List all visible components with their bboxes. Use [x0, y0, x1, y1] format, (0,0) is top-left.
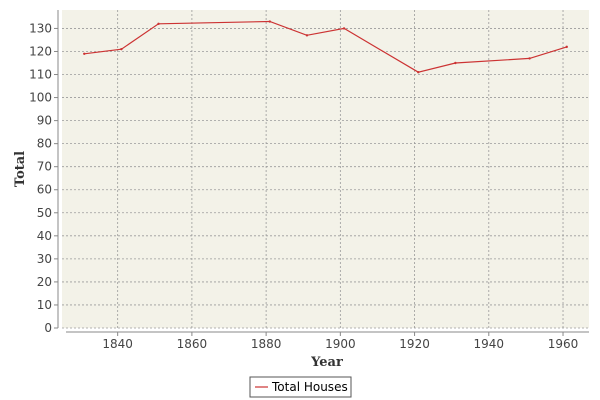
- series-layer: [83, 20, 568, 74]
- y-tick-label: 130: [29, 21, 52, 35]
- y-tick-label: 10: [37, 298, 52, 312]
- data-point: [454, 61, 457, 65]
- x-tick-label: 1860: [177, 337, 208, 351]
- x-tick-label: 1960: [548, 337, 579, 351]
- x-axis-title: Year: [310, 355, 343, 370]
- legend-box: [249, 376, 352, 398]
- x-axis-ticks: 1840 1860 1880 1900 1920 1940 1960: [102, 332, 578, 351]
- x-tick-label: 1880: [251, 337, 282, 351]
- y-tick-label: 110: [29, 68, 52, 82]
- data-point: [268, 20, 272, 23]
- y-tick-label: 30: [37, 252, 52, 266]
- y-axis-title: Total: [13, 151, 28, 187]
- data-point: [528, 57, 531, 60]
- data-point: [83, 52, 86, 55]
- grid-lines: [62, 10, 589, 329]
- x-tick-label: 1900: [325, 337, 356, 351]
- y-tick-label: 0: [44, 321, 52, 335]
- data-point: [120, 47, 123, 51]
- y-tick-label: 80: [37, 137, 52, 151]
- y-axis-ticks: 0 10 20 30 40 50 60 70 80 90 100 110 120 130: [29, 21, 58, 335]
- y-tick-label: 60: [37, 183, 52, 197]
- data-point: [342, 27, 346, 30]
- data-point: [157, 22, 160, 26]
- plot-area: [62, 10, 589, 328]
- y-tick-label: 40: [37, 229, 52, 243]
- legend-label-total-houses: Total Houses: [271, 380, 348, 394]
- data-point: [417, 71, 420, 74]
- axes: [57, 10, 589, 333]
- legend: Total Houses: [249, 376, 352, 398]
- series-line-total-houses: [84, 20, 567, 73]
- x-tick-label: 1920: [399, 337, 430, 351]
- x-tick-label: 1940: [474, 337, 505, 351]
- y-tick-label: 90: [37, 114, 52, 128]
- y-tick-label: 50: [37, 206, 52, 220]
- y-tick-label: 120: [29, 44, 52, 58]
- y-tick-label: 70: [37, 160, 52, 174]
- x-tick-label: 1840: [102, 337, 133, 351]
- y-tick-label: 20: [37, 275, 52, 289]
- data-point: [305, 34, 309, 37]
- data-point: [565, 45, 568, 49]
- y-tick-label: 100: [29, 91, 52, 105]
